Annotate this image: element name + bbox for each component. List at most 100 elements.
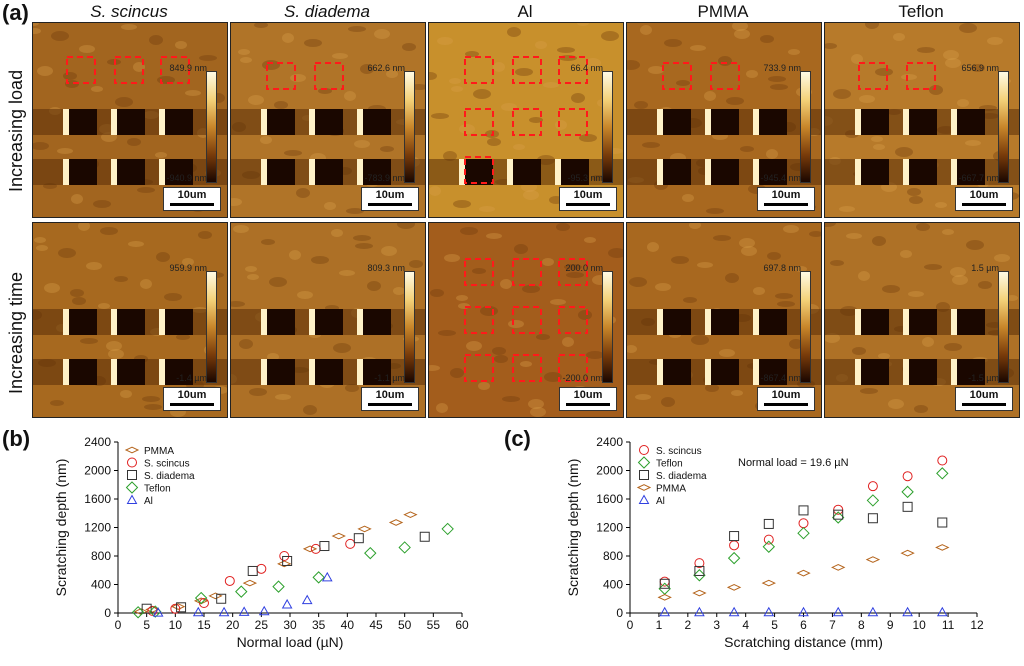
series-pmma bbox=[657, 544, 950, 601]
texture-spot bbox=[120, 390, 132, 398]
texture-spot bbox=[33, 28, 41, 34]
texture-spot bbox=[859, 95, 875, 103]
texture-spot bbox=[247, 274, 259, 280]
y-tick-label: 2000 bbox=[84, 464, 111, 478]
x-tick-label: 11 bbox=[942, 618, 955, 632]
texture-spot bbox=[566, 272, 584, 278]
data-point bbox=[353, 533, 364, 544]
indent-region-box bbox=[906, 62, 936, 90]
texture-spot bbox=[380, 146, 394, 152]
texture-spot bbox=[115, 97, 133, 107]
x-tick-label: 30 bbox=[283, 618, 297, 632]
texture-spot bbox=[367, 281, 381, 291]
texture-spot bbox=[451, 86, 463, 92]
texture-spot bbox=[155, 152, 167, 158]
data-point bbox=[900, 549, 915, 557]
texture-spot bbox=[460, 227, 478, 235]
data-point bbox=[208, 592, 223, 600]
scale-bar-label: 10um bbox=[771, 389, 801, 401]
data-point bbox=[398, 541, 411, 554]
legend-entry: S. scincus bbox=[656, 446, 702, 457]
texture-spot bbox=[339, 270, 355, 276]
scale-bar-label: 10um bbox=[573, 389, 603, 401]
column-header-s-scincus: S. scincus bbox=[90, 2, 168, 21]
texture-spot bbox=[249, 388, 267, 396]
texture-spot bbox=[44, 283, 60, 293]
indent-region-box bbox=[464, 306, 494, 334]
texture-spot bbox=[775, 293, 793, 299]
data-point bbox=[331, 532, 346, 540]
texture-spot bbox=[858, 271, 870, 281]
scratch-edge bbox=[903, 109, 909, 135]
colorbar-min-label: -1.4 µm bbox=[176, 373, 207, 383]
legend-entry: S. scincus bbox=[144, 459, 190, 470]
scratch-mark bbox=[909, 359, 937, 385]
texture-spot bbox=[91, 86, 103, 92]
texture-spot bbox=[297, 291, 313, 299]
row-label-text: Increasing load bbox=[6, 69, 26, 192]
texture-spot bbox=[627, 345, 637, 353]
texture-spot bbox=[33, 23, 39, 26]
indent-region-box bbox=[464, 354, 494, 382]
texture-spot bbox=[825, 333, 840, 343]
scratch-edge bbox=[951, 309, 957, 335]
y-tick-label: 1600 bbox=[84, 492, 111, 506]
legend-entry: S. diadema bbox=[144, 471, 195, 482]
scale-bar-line bbox=[368, 203, 412, 206]
height-colorbar bbox=[404, 271, 415, 383]
scratch-mark bbox=[117, 309, 145, 335]
indent-region-box bbox=[66, 56, 96, 84]
texture-spot bbox=[647, 242, 659, 252]
texture-spot bbox=[93, 200, 111, 208]
data-point bbox=[256, 563, 267, 574]
scratch-edge bbox=[159, 159, 165, 185]
texture-spot bbox=[156, 252, 170, 262]
scale-bar: 10um bbox=[955, 187, 1013, 211]
texture-spot bbox=[240, 57, 252, 63]
scale-bar-label: 10um bbox=[573, 189, 603, 201]
indent-region-box bbox=[512, 306, 542, 334]
texture-spot bbox=[429, 72, 437, 80]
texture-spot bbox=[199, 55, 217, 61]
scratch-edge bbox=[555, 159, 561, 185]
texture-spot bbox=[945, 58, 961, 68]
data-point bbox=[866, 494, 880, 507]
indent-region-box bbox=[512, 354, 542, 382]
scratch-edge bbox=[261, 309, 267, 335]
data-point bbox=[247, 565, 258, 576]
series-s-diadema bbox=[659, 501, 948, 589]
y-tick-label: 0 bbox=[104, 606, 111, 620]
texture-spot bbox=[635, 394, 651, 400]
texture-spot bbox=[386, 70, 398, 78]
texture-spot bbox=[689, 223, 701, 229]
scratch-edge bbox=[261, 109, 267, 135]
scratch-edge bbox=[855, 109, 861, 135]
afm-image: 959.9 nm -1.4 µm 10um bbox=[32, 222, 228, 418]
colorbar-max-label: 662.6 nm bbox=[367, 63, 405, 73]
scratch-edge bbox=[657, 309, 663, 335]
scratch-edge bbox=[309, 109, 315, 135]
data-point bbox=[797, 526, 810, 540]
scratch-mark bbox=[663, 359, 691, 385]
scratch-mark bbox=[363, 309, 391, 335]
scratch-edge bbox=[357, 309, 363, 335]
scratch-edge bbox=[261, 359, 267, 385]
chart-annotation: Normal load = 19.6 µN bbox=[738, 457, 849, 469]
texture-spot bbox=[333, 343, 351, 353]
data-point bbox=[936, 467, 949, 480]
texture-spot bbox=[893, 33, 905, 41]
scale-bar-label: 10um bbox=[177, 389, 207, 401]
scratch-edge bbox=[657, 359, 663, 385]
texture-spot bbox=[108, 349, 124, 359]
texture-spot bbox=[542, 258, 554, 266]
texture-spot bbox=[98, 303, 110, 309]
texture-spot bbox=[114, 276, 128, 282]
texture-spot bbox=[175, 41, 187, 49]
texture-spot bbox=[564, 264, 582, 270]
x-tick-label: 50 bbox=[398, 618, 412, 632]
data-point bbox=[636, 484, 652, 491]
scratch-edge bbox=[903, 309, 909, 335]
texture-spot bbox=[231, 198, 242, 206]
texture-spot bbox=[556, 223, 570, 231]
scratch-edge bbox=[111, 359, 117, 385]
